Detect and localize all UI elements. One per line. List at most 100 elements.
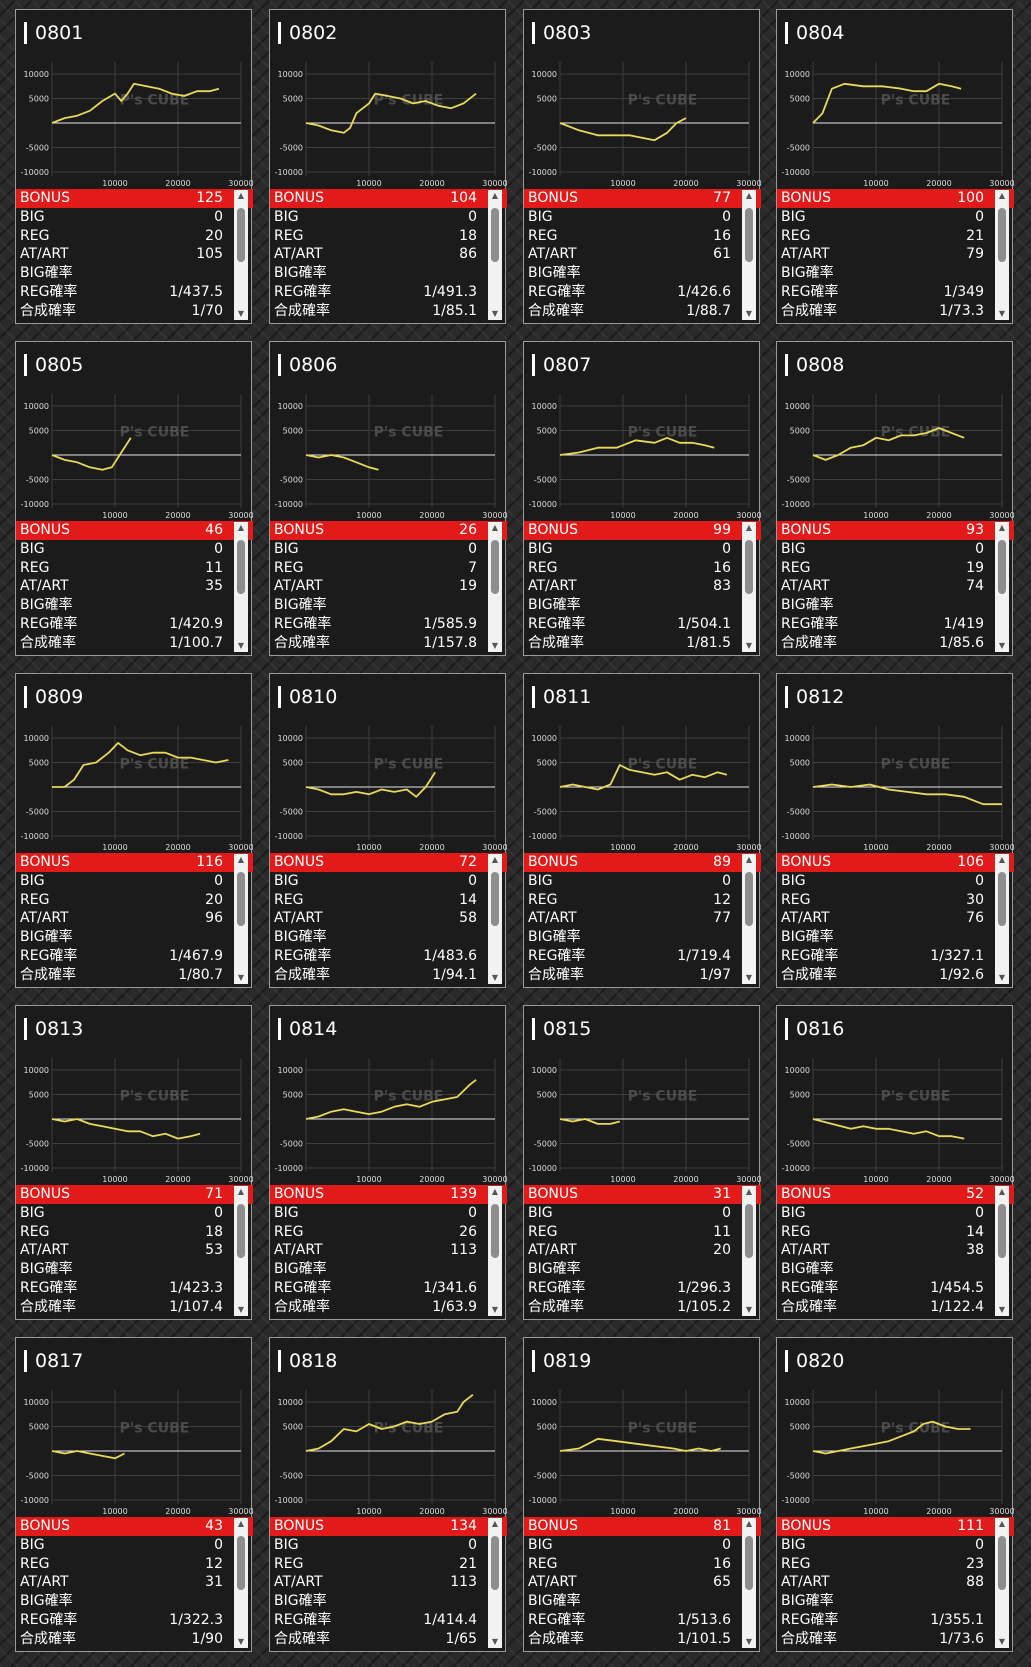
- scroll-down-icon[interactable]: ▼: [237, 973, 245, 982]
- scroll-down-icon[interactable]: ▼: [237, 309, 245, 318]
- scroll-down-icon[interactable]: ▼: [998, 309, 1006, 318]
- machine-card-0801[interactable]: 0801 10000 5000 -5000 -10000 10000 20000 30000…: [15, 9, 253, 324]
- scroll-up-icon[interactable]: ▲: [998, 1519, 1006, 1528]
- scroll-down-icon[interactable]: ▼: [491, 973, 499, 982]
- machine-card-0812[interactable]: 0812 10000 5000 -5000 -10000 10000 20000 30000…: [776, 673, 1014, 988]
- scroll-thumb[interactable]: [237, 540, 245, 594]
- stats-scrollbar[interactable]: ▲ ▼: [742, 190, 756, 320]
- machine-card-0816[interactable]: 0816 10000 5000 -5000 -10000 10000 20000 30000…: [776, 1005, 1014, 1320]
- scroll-down-icon[interactable]: ▼: [745, 973, 753, 982]
- stats-scrollbar[interactable]: ▲ ▼: [488, 190, 502, 320]
- machine-card-0805[interactable]: 0805 10000 5000 -5000 -10000 10000 20000 30000…: [15, 341, 253, 656]
- scroll-thumb[interactable]: [237, 208, 245, 262]
- machine-card-0815[interactable]: 0815 10000 5000 -5000 -10000 10000 20000 30000…: [523, 1005, 761, 1320]
- machine-card-0818[interactable]: 0818 10000 5000 -5000 -10000 10000 20000 30000…: [269, 1337, 507, 1652]
- machine-card-0802[interactable]: 0802 10000 5000 -5000 -10000 10000 20000 30000…: [269, 9, 507, 324]
- scroll-down-icon[interactable]: ▼: [998, 973, 1006, 982]
- scroll-down-icon[interactable]: ▼: [237, 641, 245, 650]
- scroll-up-icon[interactable]: ▲: [237, 1519, 245, 1528]
- stats-scrollbar[interactable]: ▲ ▼: [995, 1518, 1009, 1648]
- scroll-thumb[interactable]: [491, 540, 499, 594]
- scroll-up-icon[interactable]: ▲: [491, 1187, 499, 1196]
- stats-scrollbar[interactable]: ▲ ▼: [234, 1518, 248, 1648]
- machine-card-0808[interactable]: 0808 10000 5000 -5000 -10000 10000 20000 30000…: [776, 341, 1014, 656]
- scroll-up-icon[interactable]: ▲: [745, 855, 753, 864]
- scroll-down-icon[interactable]: ▼: [998, 641, 1006, 650]
- machine-card-0817[interactable]: 0817 10000 5000 -5000 -10000 10000 20000 30000…: [15, 1337, 253, 1652]
- scroll-thumb[interactable]: [745, 1536, 753, 1590]
- scroll-down-icon[interactable]: ▼: [491, 309, 499, 318]
- scroll-thumb[interactable]: [491, 1204, 499, 1258]
- scroll-thumb[interactable]: [745, 1204, 753, 1258]
- scroll-down-icon[interactable]: ▼: [745, 1637, 753, 1646]
- scroll-down-icon[interactable]: ▼: [745, 309, 753, 318]
- machine-card-0820[interactable]: 0820 10000 5000 -5000 -10000 10000 20000 30000…: [776, 1337, 1014, 1652]
- stats-scrollbar[interactable]: ▲ ▼: [995, 190, 1009, 320]
- scroll-thumb[interactable]: [998, 872, 1006, 926]
- scroll-down-icon[interactable]: ▼: [745, 1305, 753, 1314]
- scroll-thumb[interactable]: [745, 208, 753, 262]
- scroll-up-icon[interactable]: ▲: [491, 191, 499, 200]
- stats-scrollbar[interactable]: ▲ ▼: [488, 522, 502, 652]
- machine-card-0806[interactable]: 0806 10000 5000 -5000 -10000 10000 20000 30000…: [269, 341, 507, 656]
- scroll-down-icon[interactable]: ▼: [491, 641, 499, 650]
- scroll-up-icon[interactable]: ▲: [745, 191, 753, 200]
- stats-scrollbar[interactable]: ▲ ▼: [234, 522, 248, 652]
- scroll-up-icon[interactable]: ▲: [998, 855, 1006, 864]
- stats-scrollbar[interactable]: ▲ ▼: [742, 522, 756, 652]
- scroll-up-icon[interactable]: ▲: [237, 1187, 245, 1196]
- scroll-thumb[interactable]: [237, 1204, 245, 1258]
- scroll-up-icon[interactable]: ▲: [998, 191, 1006, 200]
- machine-card-0819[interactable]: 0819 10000 5000 -5000 -10000 10000 20000 30000…: [523, 1337, 761, 1652]
- scroll-up-icon[interactable]: ▲: [745, 523, 753, 532]
- machine-card-0803[interactable]: 0803 10000 5000 -5000 -10000 10000 20000 30000…: [523, 9, 761, 324]
- scroll-thumb[interactable]: [237, 1536, 245, 1590]
- machine-card-0807[interactable]: 0807 10000 5000 -5000 -10000 10000 20000 30000…: [523, 341, 761, 656]
- stats-scrollbar[interactable]: ▲ ▼: [234, 190, 248, 320]
- scroll-thumb[interactable]: [998, 1204, 1006, 1258]
- stats-scrollbar[interactable]: ▲ ▼: [234, 854, 248, 984]
- scroll-down-icon[interactable]: ▼: [745, 641, 753, 650]
- machine-card-0813[interactable]: 0813 10000 5000 -5000 -10000 10000 20000 30000…: [15, 1005, 253, 1320]
- scroll-thumb[interactable]: [491, 1536, 499, 1590]
- stats-scrollbar[interactable]: ▲ ▼: [742, 854, 756, 984]
- machine-card-0809[interactable]: 0809 10000 5000 -5000 -10000 10000 20000 30000…: [15, 673, 253, 988]
- scroll-down-icon[interactable]: ▼: [237, 1637, 245, 1646]
- scroll-thumb[interactable]: [745, 872, 753, 926]
- scroll-down-icon[interactable]: ▼: [237, 1305, 245, 1314]
- stats-scrollbar[interactable]: ▲ ▼: [488, 854, 502, 984]
- scroll-down-icon[interactable]: ▼: [998, 1305, 1006, 1314]
- scroll-up-icon[interactable]: ▲: [237, 523, 245, 532]
- stats-scrollbar[interactable]: ▲ ▼: [995, 522, 1009, 652]
- stats-scrollbar[interactable]: ▲ ▼: [488, 1518, 502, 1648]
- scroll-thumb[interactable]: [998, 208, 1006, 262]
- machine-card-0814[interactable]: 0814 10000 5000 -5000 -10000 10000 20000 30000…: [269, 1005, 507, 1320]
- scroll-up-icon[interactable]: ▲: [237, 191, 245, 200]
- scroll-down-icon[interactable]: ▼: [491, 1305, 499, 1314]
- scroll-up-icon[interactable]: ▲: [745, 1187, 753, 1196]
- scroll-thumb[interactable]: [745, 540, 753, 594]
- scroll-up-icon[interactable]: ▲: [491, 523, 499, 532]
- scroll-thumb[interactable]: [491, 872, 499, 926]
- stats-scrollbar[interactable]: ▲ ▼: [742, 1186, 756, 1316]
- scroll-thumb[interactable]: [998, 540, 1006, 594]
- scroll-up-icon[interactable]: ▲: [745, 1519, 753, 1528]
- scroll-thumb[interactable]: [491, 208, 499, 262]
- scroll-up-icon[interactable]: ▲: [998, 1187, 1006, 1196]
- scroll-up-icon[interactable]: ▲: [998, 523, 1006, 532]
- machine-card-0804[interactable]: 0804 10000 5000 -5000 -10000 10000 20000 30000…: [776, 9, 1014, 324]
- stats-scrollbar[interactable]: ▲ ▼: [995, 1186, 1009, 1316]
- scroll-thumb[interactable]: [237, 872, 245, 926]
- scroll-down-icon[interactable]: ▼: [491, 1637, 499, 1646]
- stats-scrollbar[interactable]: ▲ ▼: [234, 1186, 248, 1316]
- stats-scrollbar[interactable]: ▲ ▼: [488, 1186, 502, 1316]
- scroll-thumb[interactable]: [998, 1536, 1006, 1590]
- stats-scrollbar[interactable]: ▲ ▼: [742, 1518, 756, 1648]
- scroll-down-icon[interactable]: ▼: [998, 1637, 1006, 1646]
- stats-scrollbar[interactable]: ▲ ▼: [995, 854, 1009, 984]
- machine-card-0811[interactable]: 0811 10000 5000 -5000 -10000 10000 20000 30000…: [523, 673, 761, 988]
- machine-card-0810[interactable]: 0810 10000 5000 -5000 -10000 10000 20000 30000…: [269, 673, 507, 988]
- scroll-up-icon[interactable]: ▲: [491, 1519, 499, 1528]
- scroll-up-icon[interactable]: ▲: [491, 855, 499, 864]
- scroll-up-icon[interactable]: ▲: [237, 855, 245, 864]
